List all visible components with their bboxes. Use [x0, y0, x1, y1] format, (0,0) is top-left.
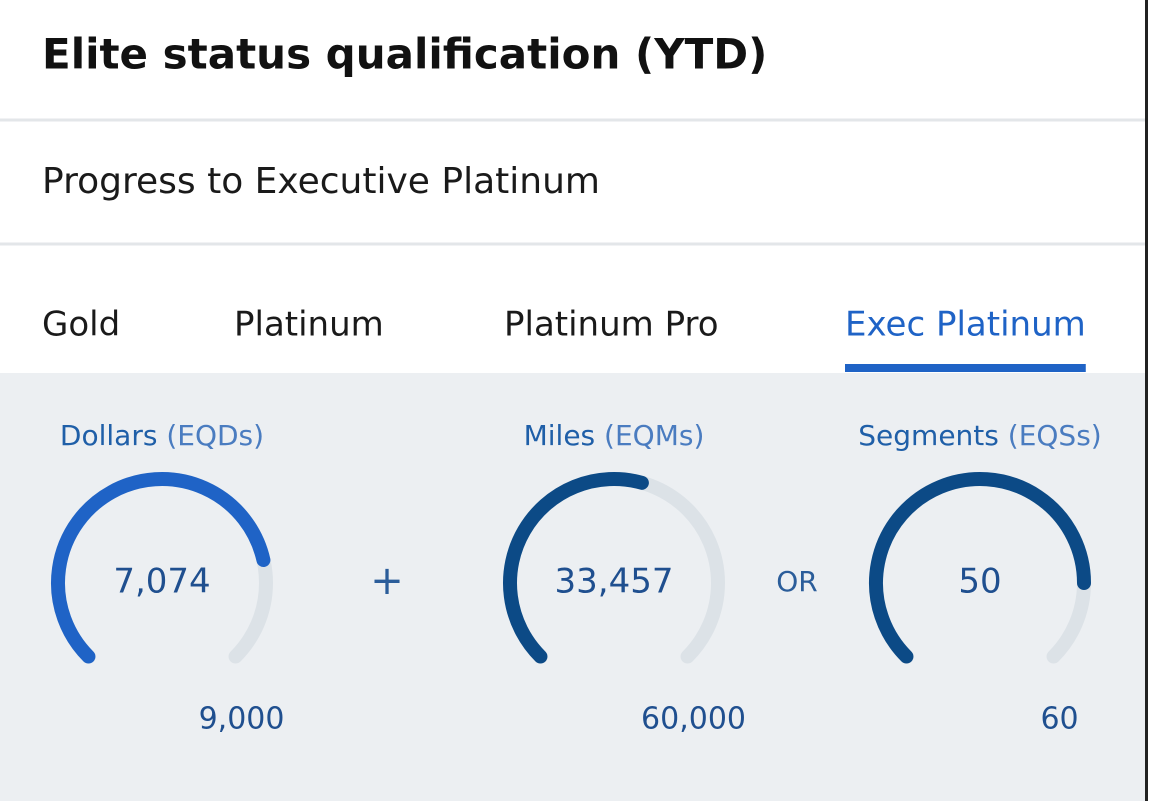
- gauge-unit: (EQMs): [604, 419, 704, 452]
- content: Gold Platinum Platinum Pro Exec Platinum Dol…: [42, 305, 1102, 737]
- operator: +: [370, 558, 404, 604]
- gauge-unit: (EQDs): [166, 419, 264, 452]
- gauge-progress: [869, 472, 1091, 664]
- gauge-panel: [0, 373, 1146, 801]
- gauge-max: 60: [1040, 702, 1078, 737]
- gauge-max: 60,000: [641, 702, 746, 737]
- gauge-label: Dollars (EQDs): [60, 419, 264, 452]
- gauge-label: Segments (EQSs): [858, 419, 1101, 452]
- gauge-label: Miles (EQMs): [524, 419, 705, 452]
- gauge-unit: (EQSs): [1008, 419, 1102, 452]
- tab[interactable]: Platinum Pro: [504, 305, 719, 345]
- gauge-name: Miles: [524, 419, 596, 452]
- tab[interactable]: Exec Platinum: [845, 305, 1086, 345]
- gauge-name: Segments: [858, 419, 999, 452]
- tab[interactable]: Platinum: [234, 305, 384, 345]
- gauge-progress: [51, 472, 271, 664]
- title: Elite status qualification (YTD): [42, 30, 767, 79]
- tab[interactable]: Gold: [42, 305, 120, 345]
- gauge-value: 7,074: [113, 562, 210, 602]
- gauge-max: 9,000: [199, 702, 285, 737]
- gauge-value: 50: [958, 562, 1001, 602]
- gauge-progress: [503, 472, 649, 664]
- subtitle: Progress to Executive Platinum: [42, 161, 600, 202]
- operator: OR: [776, 565, 818, 598]
- gauge-value: 33,457: [555, 562, 674, 602]
- tab-underline: [845, 364, 1086, 372]
- gauge-name: Dollars: [60, 419, 158, 452]
